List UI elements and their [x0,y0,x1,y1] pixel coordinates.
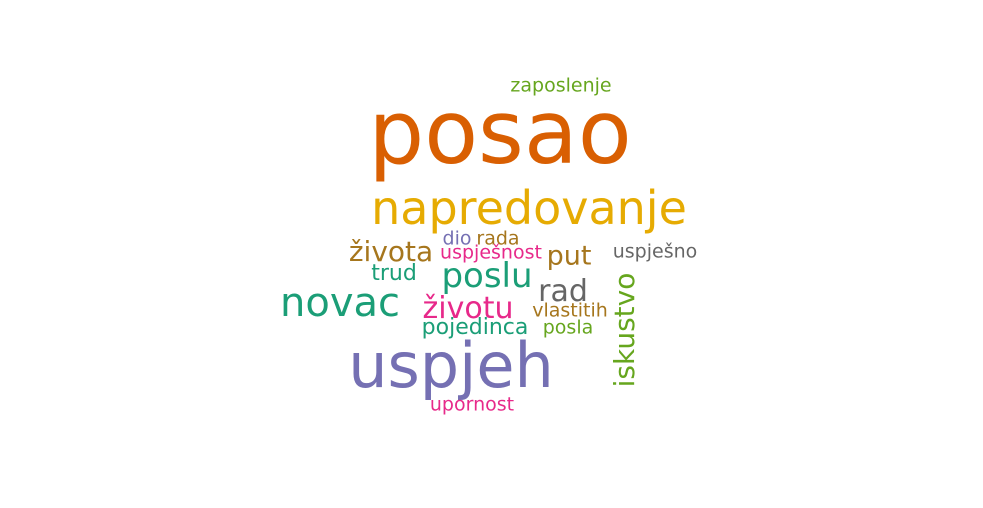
word-zivota: života [348,235,434,268]
word-vlastitih: vlastitih [532,299,608,322]
word-zivotu: životu [422,291,514,326]
word-put: put [546,240,592,272]
word-poslu: poslu [441,256,533,296]
word-trud: trud [371,261,417,286]
word-napredovanje: napredovanje [371,181,687,235]
word-rad: rad [538,274,588,309]
word-uspjesno: uspješno [612,240,698,263]
word-pojedinca: pojedinca [421,315,529,340]
word-uspjeh: uspjeh [348,329,554,402]
word-novac: novac [280,280,400,326]
word-upornost: upornost [429,393,515,416]
word-uspjesnost: uspješnost [440,241,542,264]
word-posla: posla [542,316,594,339]
word-posao: posao [368,81,632,184]
word-zaposlenje: zaposlenje [510,74,612,97]
word-iskustvo: iskustvo [608,272,641,388]
word-rada: rada [476,227,520,250]
word-dio: dio [442,227,472,250]
